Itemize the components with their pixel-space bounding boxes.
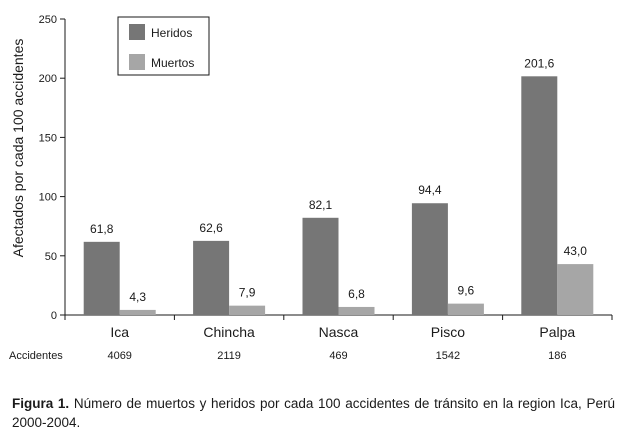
y-axis-label: Afectados por cada 100 accidentes bbox=[10, 39, 26, 258]
x-tick-label: Nasca bbox=[319, 324, 359, 340]
legend-swatch-muertos bbox=[129, 54, 145, 70]
y-tick-label: 150 bbox=[39, 132, 57, 144]
x-tick-label: Palpa bbox=[539, 324, 575, 340]
legend-label-heridos: Heridos bbox=[151, 26, 192, 40]
data-label: 4,3 bbox=[129, 290, 146, 304]
bar-heridos-nasca bbox=[302, 217, 339, 315]
caption-text: Número de muertos y heridos por cada 100… bbox=[12, 396, 615, 430]
bar-muertos-pisco bbox=[447, 303, 484, 315]
bar-heridos-palpa bbox=[521, 76, 558, 315]
legend-swatch-heridos bbox=[129, 24, 145, 40]
data-label: 62,6 bbox=[199, 221, 223, 235]
bar-chart: 0 50 100 150 200 250 61,8 4,3 Ica 4069 62,6 7,9 Chi… bbox=[9, 14, 613, 362]
y-tick-label: 0 bbox=[51, 310, 57, 322]
data-label: 7,9 bbox=[239, 286, 256, 300]
y-tick-label: 100 bbox=[39, 192, 57, 204]
bar-muertos-nasca bbox=[338, 306, 375, 315]
data-label: 9,6 bbox=[458, 284, 475, 298]
data-label: 6,8 bbox=[348, 287, 365, 301]
bar-heridos-chincha bbox=[193, 240, 230, 315]
bar-heridos-ica bbox=[83, 241, 120, 315]
y-tick-label: 200 bbox=[39, 73, 57, 85]
data-label: 61,8 bbox=[90, 222, 114, 236]
legend: Heridos Muertos bbox=[117, 16, 210, 76]
y-tick-label: 250 bbox=[39, 14, 57, 26]
bar-muertos-chincha bbox=[229, 305, 266, 315]
bar-heridos-pisco bbox=[411, 203, 448, 315]
accidentes-value: 469 bbox=[329, 350, 347, 362]
accidentes-value: 186 bbox=[548, 350, 566, 362]
bar-muertos-palpa bbox=[557, 264, 594, 315]
accidentes-label: Accidentes bbox=[9, 350, 63, 362]
data-label: 43,0 bbox=[564, 244, 588, 258]
x-tick-label: Chincha bbox=[203, 324, 255, 340]
data-label: 94,4 bbox=[418, 183, 442, 197]
data-label: 82,1 bbox=[309, 198, 333, 212]
x-tick-label: Ica bbox=[110, 324, 129, 340]
accidentes-value: 4069 bbox=[107, 350, 131, 362]
y-tick-label: 50 bbox=[45, 251, 57, 263]
data-label: 201,6 bbox=[524, 56, 554, 70]
accidentes-value: 1542 bbox=[436, 350, 460, 362]
legend-label-muertos: Muertos bbox=[151, 56, 194, 70]
bar-muertos-ica bbox=[119, 309, 156, 315]
figure-caption: Figura 1. Número de muertos y heridos po… bbox=[12, 394, 615, 432]
caption-label: Figura 1. bbox=[12, 396, 70, 411]
accidentes-value: 2119 bbox=[217, 350, 241, 362]
x-tick-label: Pisco bbox=[431, 324, 465, 340]
